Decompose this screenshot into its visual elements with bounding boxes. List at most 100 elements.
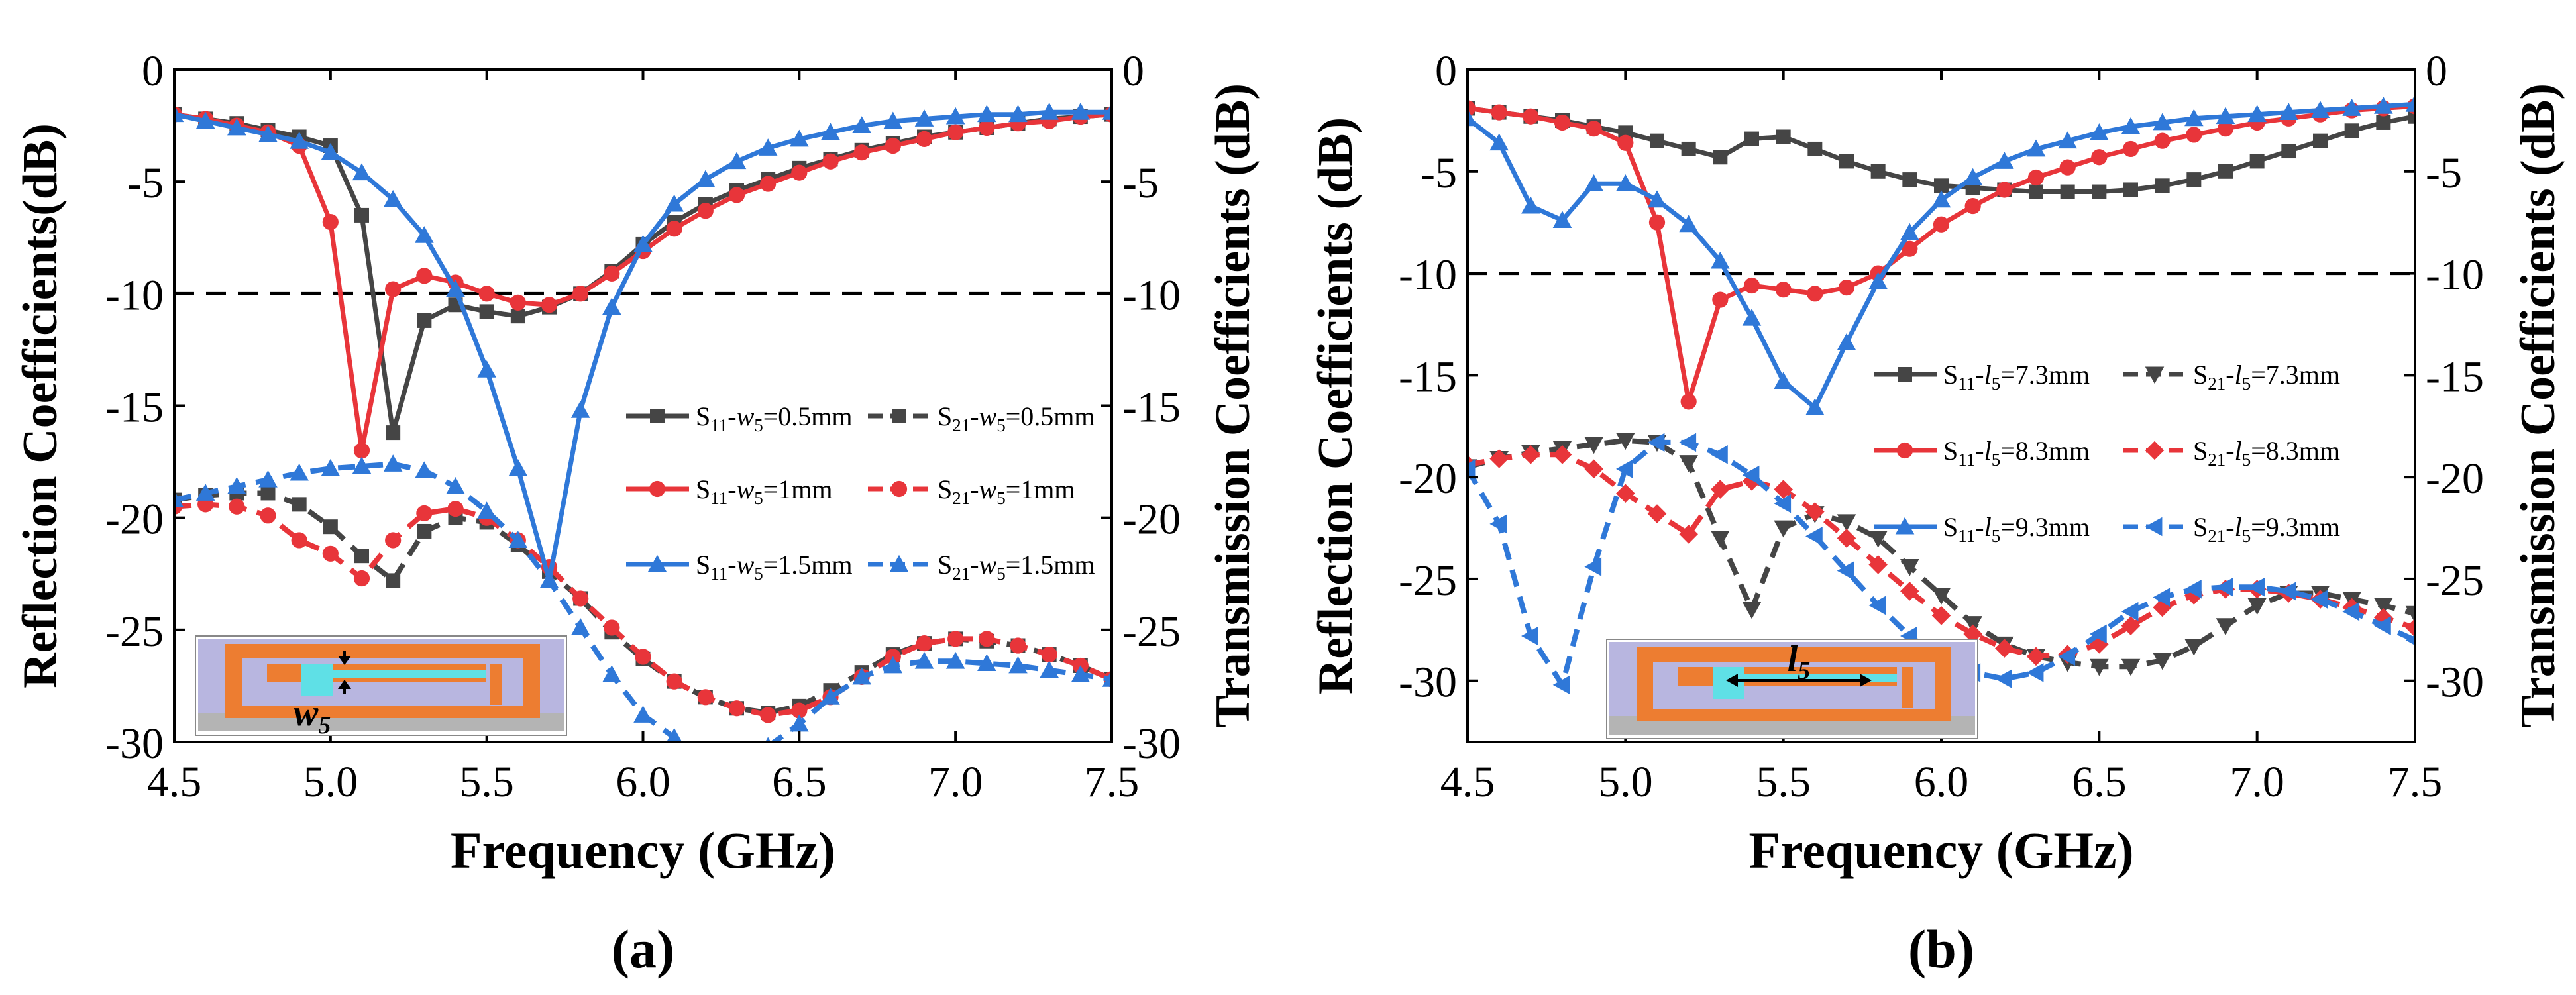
data-point <box>821 688 840 705</box>
data-point <box>383 189 403 207</box>
y-tick-label-right: 0 <box>2426 47 2447 95</box>
inset-label-sub: 5 <box>1798 657 1810 685</box>
data-point <box>853 144 870 161</box>
data-point <box>1468 100 1476 117</box>
x-tick-label: 6.0 <box>1914 758 1969 806</box>
x-axis-title: Frequency (GHz) <box>1748 821 2133 879</box>
data-point <box>696 170 716 187</box>
series-line <box>174 112 1112 453</box>
data-point <box>1711 251 1730 269</box>
data-point <box>416 505 433 522</box>
data-point <box>728 187 745 203</box>
legend-text: -w <box>727 401 754 431</box>
y-tick-label-right: -15 <box>1122 384 1181 432</box>
data-point <box>1647 190 1667 208</box>
data-point <box>195 484 215 501</box>
data-point <box>1742 308 1762 326</box>
antenna-inset: w5 <box>195 635 567 739</box>
data-point <box>477 360 496 378</box>
data-point <box>1102 669 1112 687</box>
inset-stub <box>490 664 502 705</box>
data-point <box>415 461 434 479</box>
legend-item: S21-l5=7.3mm <box>2123 360 2340 393</box>
legend-item: S21-w5=1mm <box>868 474 1075 508</box>
legend-label: S11-l5=7.3mm <box>1943 360 2090 393</box>
legend-label: S21-l5=8.3mm <box>2193 436 2340 470</box>
data-point <box>2026 663 2044 682</box>
data-point <box>1774 494 1792 513</box>
data-point <box>1711 445 1728 464</box>
data-point <box>727 746 747 763</box>
data-point <box>1521 626 1538 646</box>
y-tick-label-left: -25 <box>1399 556 1457 605</box>
data-point <box>2029 184 2043 199</box>
inset-label-base: l <box>1788 639 1798 680</box>
data-point <box>892 409 906 423</box>
legend-text: =9.3mm <box>2251 512 2340 542</box>
y-tick-label-right: -25 <box>1122 607 1181 656</box>
data-point <box>1896 442 1913 459</box>
data-point <box>1617 134 1634 151</box>
legend-item: S21-w5=0.5mm <box>868 401 1095 435</box>
series-line <box>174 112 1112 435</box>
legend-item: S11-l5=9.3mm <box>1874 512 2090 546</box>
y-tick-label-left: -25 <box>105 607 164 656</box>
legend-text: -l <box>2226 436 2241 466</box>
legend-subscript: 21 <box>952 415 970 435</box>
data-point <box>2279 103 2298 121</box>
data-point <box>633 235 653 252</box>
data-point <box>1868 530 1888 548</box>
data-point <box>227 118 246 136</box>
data-point <box>417 523 432 539</box>
legend-item: S21-l5=8.3mm <box>2123 436 2340 470</box>
data-point <box>1040 660 1059 678</box>
inset-stub <box>1902 667 1913 708</box>
data-point <box>1805 527 1823 546</box>
data-point <box>258 470 278 488</box>
data-point <box>539 571 559 588</box>
y-tick-label-right: -10 <box>1122 271 1181 319</box>
data-point <box>2405 618 2415 638</box>
data-point <box>2027 169 2045 186</box>
data-point <box>352 163 372 181</box>
legend-text: S <box>1943 360 1958 390</box>
data-point <box>697 689 714 706</box>
data-point <box>665 194 684 212</box>
data-point <box>2058 131 2077 149</box>
data-point <box>914 109 934 127</box>
legend-text: =8.3mm <box>2251 436 2340 466</box>
legend-item: S21-l5=9.3mm <box>2123 512 2340 546</box>
data-point <box>947 631 964 647</box>
data-point <box>914 651 934 669</box>
data-point <box>1584 557 1602 576</box>
y-tick-label-right: -30 <box>1122 719 1181 768</box>
legend-label: S21-w5=0.5mm <box>938 401 1095 435</box>
data-point <box>635 649 651 665</box>
legend-text: S <box>2193 512 2208 542</box>
legend-text: =0.5mm <box>763 401 853 431</box>
data-point <box>633 706 653 723</box>
series-4 <box>174 102 1112 588</box>
legend-text: S <box>2193 360 2208 390</box>
data-point <box>477 501 496 519</box>
arrow-head <box>338 656 351 665</box>
legend-subscript: 21 <box>952 564 970 584</box>
data-point <box>666 673 682 690</box>
data-point <box>2059 159 2076 176</box>
x-tick-label: 5.0 <box>303 758 358 806</box>
data-point <box>2026 139 2046 157</box>
y-axis-title-left: Reflection Coefficients(dB) <box>13 123 68 688</box>
data-point <box>2091 149 2108 166</box>
data-point <box>174 490 184 508</box>
data-point <box>1648 214 1666 231</box>
legend-subscript: 5 <box>754 488 763 508</box>
data-point <box>446 280 465 297</box>
legend-text: -l <box>2226 360 2241 390</box>
legend-text: S <box>696 401 710 431</box>
data-point <box>570 618 590 635</box>
data-point <box>2090 624 2107 644</box>
y-tick-label-left: 0 <box>1435 47 1457 95</box>
y-tick-label-right: -5 <box>2426 149 2462 197</box>
data-point <box>323 519 338 535</box>
